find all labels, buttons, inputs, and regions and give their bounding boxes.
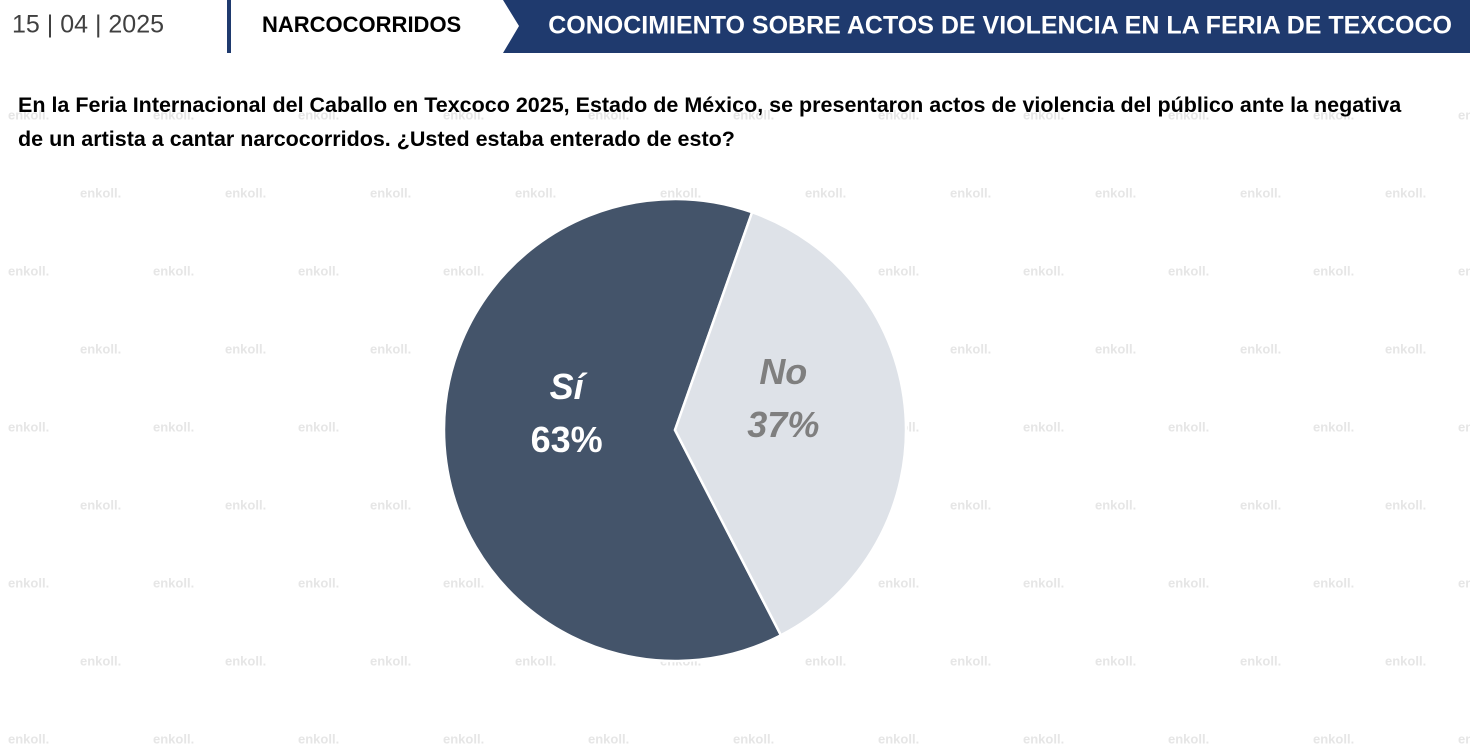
- watermark: enkoll.: [878, 731, 919, 746]
- watermark: enkoll.: [1023, 575, 1064, 590]
- watermark: enkoll.: [1168, 575, 1209, 590]
- watermark: enkoll.: [225, 185, 266, 200]
- watermark: enkoll.: [298, 575, 339, 590]
- watermark: enkoll.: [298, 419, 339, 434]
- watermark: enkoll.: [733, 107, 774, 122]
- watermark: enkoll.: [1240, 341, 1281, 356]
- watermark: enkoll.: [878, 263, 919, 278]
- watermark: enkoll.: [298, 263, 339, 278]
- pie: Sí 63% No 37%: [442, 197, 908, 663]
- watermark: enkoll.: [153, 731, 194, 746]
- watermark: enkoll.: [733, 731, 774, 746]
- watermark: enkoll.: [1023, 107, 1064, 122]
- watermark: enkoll.: [588, 107, 629, 122]
- watermark: enkoll.: [1240, 497, 1281, 512]
- watermark: enkoll.: [588, 731, 629, 746]
- watermark: enkoll.: [153, 263, 194, 278]
- watermark: enkoll.: [1240, 653, 1281, 668]
- watermark: enkoll.: [370, 653, 411, 668]
- question: En la Feria Internacional del Caballo en…: [18, 93, 1402, 151]
- watermark: enkoll.: [950, 497, 991, 512]
- watermark: enkoll.: [950, 653, 991, 668]
- watermark: enkoll.: [1458, 107, 1470, 122]
- watermark: enkoll.: [1168, 731, 1209, 746]
- watermark: enkoll.: [80, 185, 121, 200]
- watermark: enkoll.: [225, 341, 266, 356]
- watermark: enkoll.: [370, 341, 411, 356]
- watermark: enkoll.: [1168, 107, 1209, 122]
- watermark: enkoll.: [950, 341, 991, 356]
- title: CONOCIMIENTO SOBRE ACTOS DE VIOLENCIA EN…: [548, 12, 1452, 40]
- watermark: enkoll.: [153, 575, 194, 590]
- watermark: enkoll.: [1385, 653, 1426, 668]
- watermark: enkoll.: [8, 575, 49, 590]
- watermarks: enkoll. enkoll. enkoll. enkoll. enkoll. enkol…: [8, 107, 1470, 746]
- watermark: enkoll.: [8, 731, 49, 746]
- watermark: enkoll.: [443, 263, 484, 278]
- watermark: enkoll.: [443, 575, 484, 590]
- watermark: enkoll.: [8, 107, 49, 122]
- watermark: enkoll.: [443, 731, 484, 746]
- watermark: enkoll.: [1313, 107, 1354, 122]
- watermark: enkoll.: [515, 185, 556, 200]
- value-label: 37%: [747, 404, 819, 445]
- watermark: enkoll.: [1458, 575, 1470, 590]
- watermark: enkoll.: [370, 497, 411, 512]
- watermark: enkoll.: [153, 419, 194, 434]
- slice-label: No: [759, 351, 807, 392]
- watermark: enkoll.: [660, 185, 701, 200]
- watermark: enkoll.: [1458, 419, 1470, 434]
- date: 15 | 04 | 2025: [12, 11, 164, 39]
- watermark: enkoll.: [80, 341, 121, 356]
- watermark: enkoll.: [805, 185, 846, 200]
- value-label: 63%: [531, 419, 603, 460]
- watermark: enkoll.: [1168, 263, 1209, 278]
- watermark: enkoll.: [1240, 185, 1281, 200]
- watermark: enkoll.: [443, 107, 484, 122]
- watermark: enkoll.: [1313, 419, 1354, 434]
- divider: [227, 0, 231, 53]
- watermark: enkoll.: [1385, 185, 1426, 200]
- watermark: enkoll.: [370, 185, 411, 200]
- watermark: enkoll.: [80, 497, 121, 512]
- watermark: enkoll.: [515, 653, 556, 668]
- watermark: enkoll.: [1095, 341, 1136, 356]
- watermark: enkoll.: [1168, 419, 1209, 434]
- watermark: enkoll.: [1313, 731, 1354, 746]
- watermark: enkoll.: [225, 653, 266, 668]
- watermark: enkoll.: [1385, 341, 1426, 356]
- watermark: enkoll.: [1023, 263, 1064, 278]
- pie-slice: [442, 197, 783, 663]
- watermark: enkoll.: [1313, 575, 1354, 590]
- watermark: enkoll.: [8, 263, 49, 278]
- watermark: enkoll.: [1095, 497, 1136, 512]
- watermark: enkoll.: [298, 107, 339, 122]
- watermark: enkoll.: [1313, 263, 1354, 278]
- watermark: enkoll.: [878, 107, 919, 122]
- title-banner: [503, 0, 1470, 53]
- watermark: enkoll.: [225, 497, 266, 512]
- watermark: enkoll.: [298, 731, 339, 746]
- watermark: enkoll.: [1023, 419, 1064, 434]
- watermark: enkoll.: [805, 653, 846, 668]
- watermark: enkoll.: [1023, 731, 1064, 746]
- watermark: enkoll.: [1458, 731, 1470, 746]
- slice-label: Sí: [550, 366, 588, 407]
- watermark: enkoll.: [1385, 497, 1426, 512]
- watermark: enkoll.: [1458, 263, 1470, 278]
- pie-slice: [673, 210, 908, 637]
- watermark: enkoll.: [878, 575, 919, 590]
- watermark: enkoll.: [8, 419, 49, 434]
- section: NARCOCORRIDOS: [262, 12, 461, 37]
- watermark: enkoll.: [80, 653, 121, 668]
- watermark: enkoll.: [1095, 185, 1136, 200]
- watermark: enkoll.: [950, 185, 991, 200]
- watermark: enkoll.: [1095, 653, 1136, 668]
- watermark: enkoll.: [153, 107, 194, 122]
